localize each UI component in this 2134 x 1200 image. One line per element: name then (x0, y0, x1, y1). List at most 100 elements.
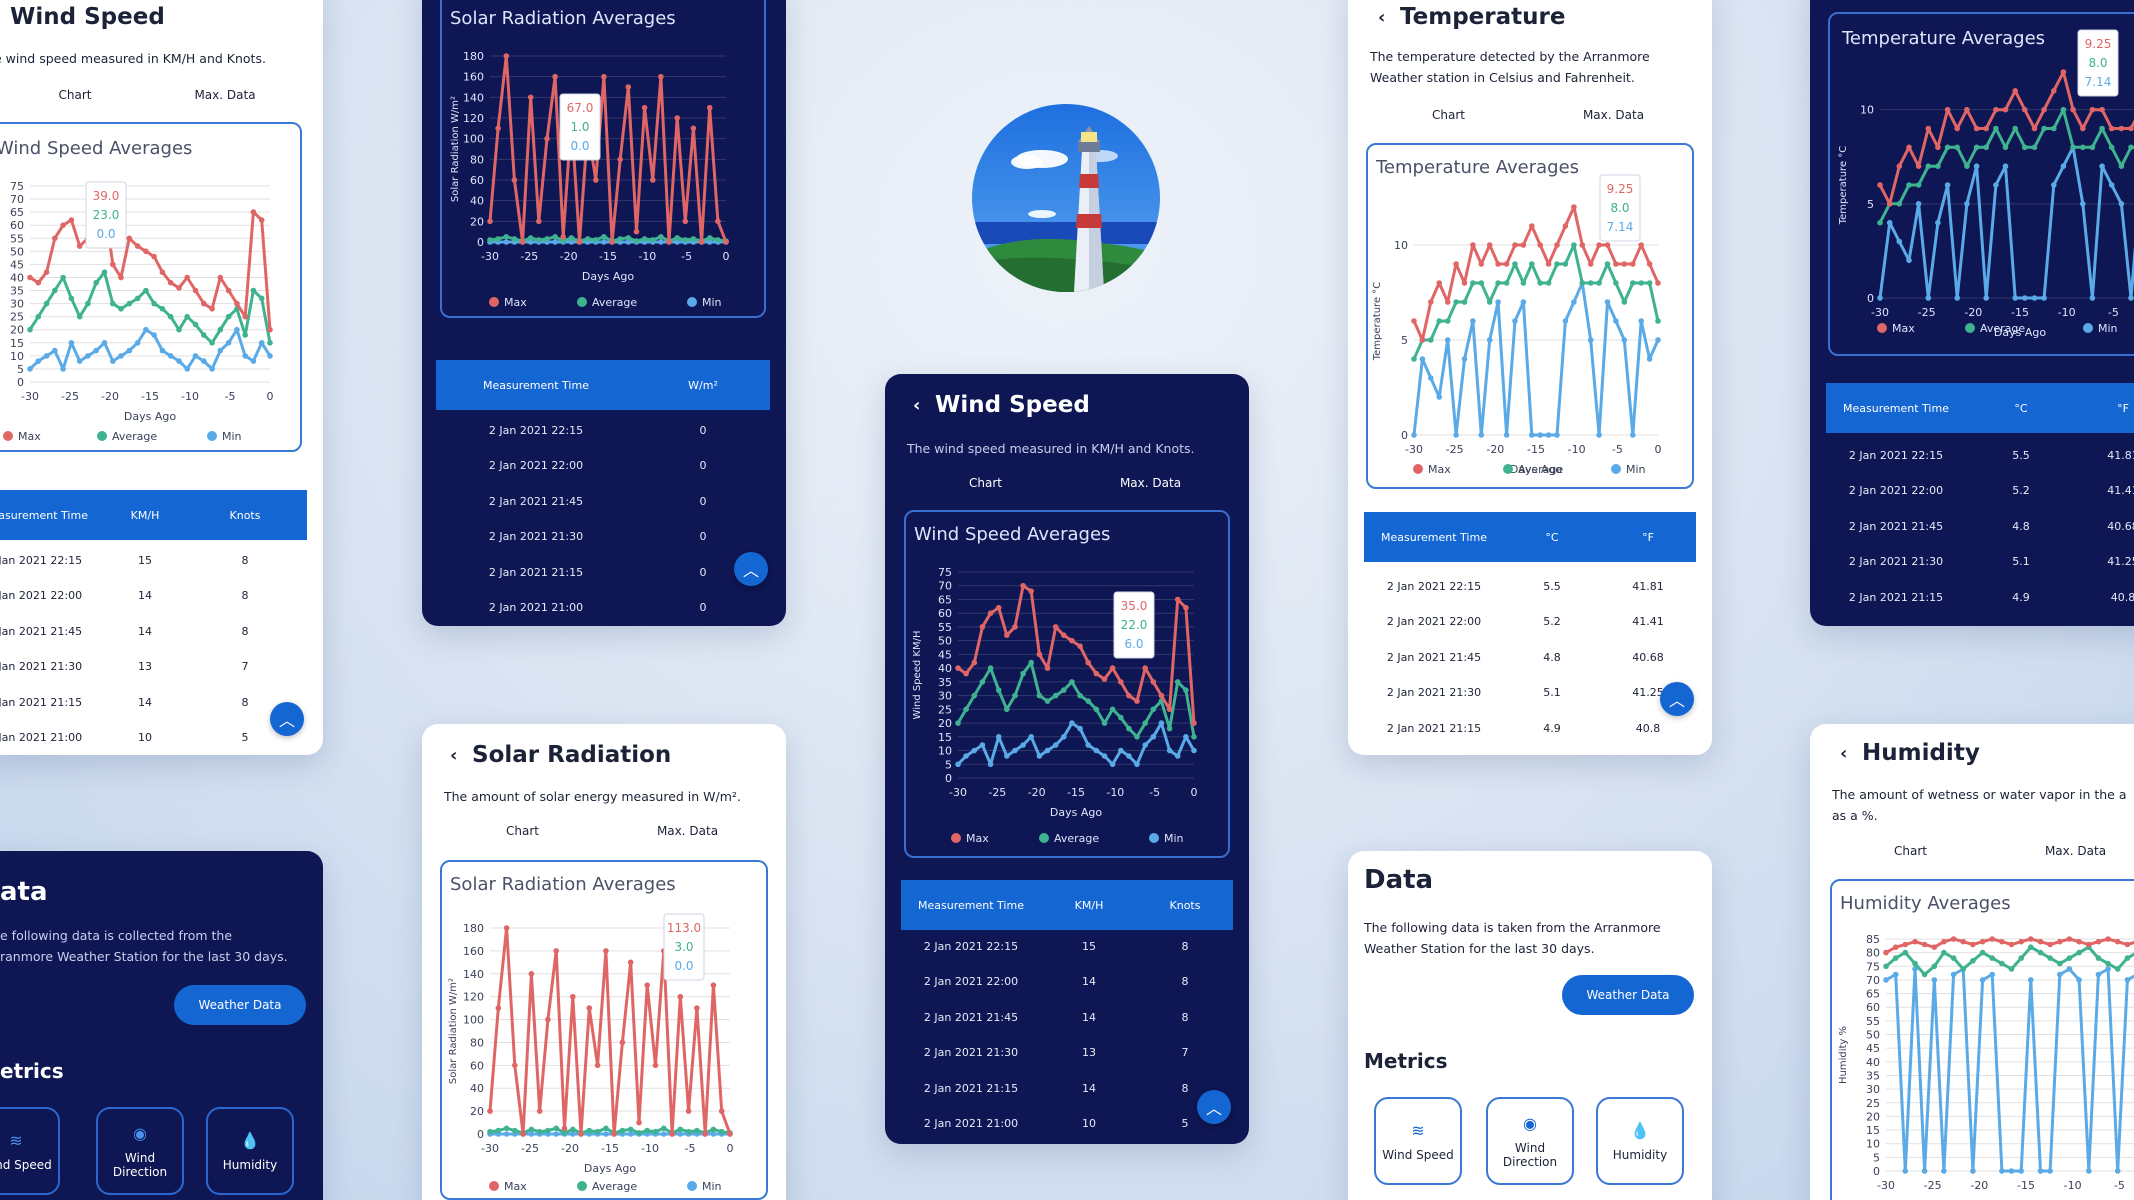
data-point[interactable] (2060, 163, 2067, 169)
data-point[interactable] (1461, 280, 1468, 286)
data-point[interactable] (1118, 714, 1124, 721)
data-point[interactable] (2012, 88, 2018, 94)
metric-wind-speed[interactable]: ≋ Wind Speed (1374, 1097, 1462, 1185)
data-point[interactable] (1077, 643, 1083, 649)
data-point[interactable] (995, 604, 1002, 611)
data-point[interactable] (1142, 720, 1148, 726)
data-point[interactable] (552, 234, 558, 240)
data-point[interactable] (1028, 659, 1034, 666)
data-point[interactable] (134, 243, 141, 249)
back-chevron-icon[interactable]: ‹ (913, 394, 921, 416)
tab-max-data[interactable]: Max. Data (1119, 476, 1182, 490)
data-point[interactable] (1571, 204, 1577, 210)
data-point[interactable] (955, 761, 961, 768)
data-point[interactable] (1126, 753, 1132, 759)
data-point[interactable] (1101, 720, 1108, 726)
data-point[interactable] (1166, 725, 1173, 732)
data-point[interactable] (2070, 106, 2076, 113)
data-point[interactable] (267, 326, 273, 333)
data-point[interactable] (601, 234, 607, 240)
data-point[interactable] (641, 104, 648, 111)
data-point[interactable] (167, 313, 174, 320)
data-point[interactable] (1944, 106, 1951, 113)
data-point[interactable] (987, 665, 994, 671)
data-point[interactable] (1931, 977, 1938, 983)
data-point[interactable] (528, 1131, 535, 1137)
data-point[interactable] (126, 347, 133, 354)
data-point[interactable] (1902, 1168, 1909, 1174)
data-point[interactable] (2080, 201, 2086, 207)
data-point[interactable] (2037, 1168, 2044, 1174)
data-point[interactable] (568, 235, 575, 241)
data-point[interactable] (250, 358, 257, 364)
data-point[interactable] (674, 239, 680, 245)
data-point[interactable] (1989, 955, 1995, 961)
data-point[interactable] (1912, 966, 1918, 972)
data-point[interactable] (1915, 163, 1922, 169)
data-point[interactable] (2051, 182, 2057, 188)
scroll-top-button[interactable]: ︿ (734, 552, 768, 586)
data-point[interactable] (1964, 163, 1970, 169)
data-point[interactable] (1960, 938, 1966, 945)
data-point[interactable] (209, 340, 215, 346)
data-point[interactable] (1579, 280, 1586, 286)
data-point[interactable] (250, 287, 257, 294)
data-point[interactable] (2051, 125, 2057, 132)
data-point[interactable] (503, 1131, 510, 1137)
data-point[interactable] (2080, 125, 2086, 132)
data-point[interactable] (1571, 242, 1577, 248)
data-point[interactable] (52, 347, 58, 354)
data-point[interactable] (143, 287, 149, 294)
data-point[interactable] (2012, 295, 2018, 301)
data-point[interactable] (971, 659, 978, 666)
metric-humidity[interactable]: 💧 Humidity (1596, 1097, 1684, 1185)
data-point[interactable] (503, 53, 510, 59)
data-point[interactable] (2066, 936, 2073, 942)
data-point[interactable] (68, 295, 75, 302)
data-point[interactable] (76, 243, 83, 249)
data-point[interactable] (2114, 1168, 2121, 1174)
data-point[interactable] (1183, 687, 1189, 693)
data-point[interactable] (2008, 941, 2015, 948)
data-point[interactable] (1101, 676, 1108, 682)
data-point[interactable] (690, 236, 697, 242)
data-point[interactable] (495, 1127, 502, 1134)
data-point[interactable] (1529, 261, 1535, 267)
data-point[interactable] (1020, 742, 1026, 748)
data-point[interactable] (118, 306, 124, 312)
data-point[interactable] (503, 1125, 510, 1132)
data-point[interactable] (1950, 936, 1957, 942)
data-point[interactable] (527, 235, 534, 241)
data-point[interactable] (2118, 201, 2125, 207)
data-point[interactable] (1646, 280, 1653, 286)
data-point[interactable] (650, 237, 656, 243)
data-point[interactable] (955, 720, 961, 726)
data-point[interactable] (1579, 242, 1586, 248)
data-point[interactable] (674, 115, 680, 121)
tab-chart[interactable]: Chart (969, 476, 1002, 490)
data-point[interactable] (544, 236, 550, 242)
data-point[interactable] (723, 239, 729, 245)
data-point[interactable] (1520, 299, 1527, 305)
data-point[interactable] (110, 300, 116, 307)
data-point[interactable] (60, 274, 66, 281)
data-point[interactable] (1545, 261, 1552, 267)
data-point[interactable] (1554, 432, 1560, 438)
data-point[interactable] (2037, 949, 2044, 956)
data-point[interactable] (1428, 337, 1434, 343)
data-point[interactable] (1892, 971, 1899, 978)
data-point[interactable] (2047, 955, 2053, 961)
data-point[interactable] (2057, 960, 2063, 967)
data-point[interactable] (658, 73, 664, 80)
data-point[interactable] (593, 237, 599, 243)
data-point[interactable] (1495, 280, 1501, 286)
data-point[interactable] (1036, 651, 1043, 658)
data-point[interactable] (2105, 966, 2111, 972)
data-point[interactable] (1630, 261, 1636, 267)
data-point[interactable] (627, 959, 634, 966)
data-point[interactable] (2095, 955, 2102, 961)
data-point[interactable] (694, 1005, 700, 1011)
data-point[interactable] (2057, 971, 2063, 978)
data-point[interactable] (1461, 356, 1468, 362)
data-point[interactable] (1877, 219, 1883, 226)
